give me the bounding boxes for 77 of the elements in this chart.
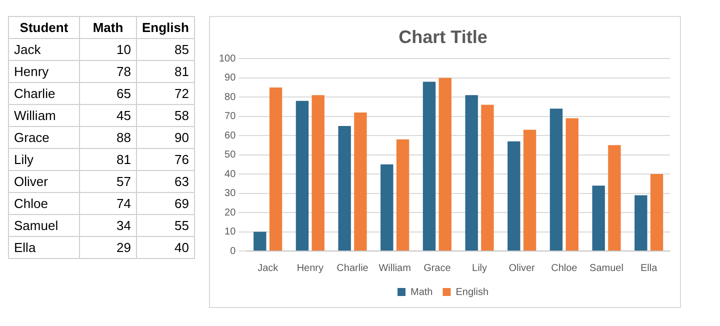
category-label: Chloe [8,192,80,214]
bar [312,95,324,250]
category-label: Charlie [8,82,80,104]
category-label: William [8,104,80,126]
data-label: 55 [136,214,194,236]
bar [338,126,351,250]
category-label: Grace [8,126,80,148]
bar [634,195,648,250]
data-label: 85 [136,38,194,60]
data-label: 90 [136,126,194,148]
data-label: 81 [80,148,136,170]
bar [422,82,436,250]
data-label: 57 [80,170,136,192]
data-label: 69 [136,192,194,214]
x-tick-label: Lily [472,262,487,274]
data-label: 72 [136,82,194,104]
text: Math [80,16,136,38]
bar [269,87,282,250]
x-tick-label: Samuel [590,262,624,274]
text: Student [8,16,80,38]
y-tick-label: 80 [224,92,236,103]
data-label: 29 [80,236,136,258]
data-label: 65 [80,82,136,104]
bar [608,145,621,250]
y-tick-label: 50 [224,150,236,161]
x-tick-label: Oliver [508,262,536,274]
legend-label: English [456,286,488,298]
x-tick-label: Jack [258,262,280,274]
y-tick-label: 20 [224,207,236,218]
x-tick-label: Charlie [336,262,369,274]
data-label: 74 [80,192,136,214]
category-label: Samuel [8,214,80,236]
y-tick-label: 40 [224,168,236,180]
bar [438,78,452,250]
x-tick-label: Ella [640,262,658,274]
y-tick-label: 60 [224,130,236,142]
bar [465,95,478,250]
bar [566,118,578,250]
category-label: Lily [8,148,80,170]
bar [650,174,664,250]
x-tick-label: Chloe [551,262,578,274]
data-label: 40 [136,236,194,258]
y-tick-label: 90 [224,72,236,84]
x-tick-label: Henry [296,262,324,274]
bar [254,232,266,250]
bar [592,186,605,250]
bar [523,130,536,250]
data-label: 63 [136,170,194,192]
data-label: 81 [136,60,194,82]
bar [396,139,410,250]
data-label: 34 [80,214,136,236]
legend-label: English [136,16,194,38]
bar [354,112,367,250]
y-tick-label: 70 [224,111,236,122]
y-tick-label: 0 [230,246,236,257]
x-tick-label: William [378,262,411,274]
legend-label: Math [410,286,433,298]
y-tick-label: 30 [224,188,236,200]
bar [380,164,394,250]
data-label: 58 [136,104,194,126]
data-label: 78 [80,60,136,82]
category-label: Henry [8,60,80,82]
y-tick-label: 10 [224,226,236,238]
data-label: 45 [80,104,136,126]
bar [550,108,563,250]
data-label: 88 [80,126,136,148]
y-tick-label: 100 [218,53,236,64]
bar [481,104,494,250]
data-label: 10 [80,38,136,60]
x-tick-label: Grace [424,262,452,274]
category-label: Jack [8,38,80,60]
bar [296,100,309,250]
chart-title: Chart Title [398,26,488,47]
data-label: 76 [136,148,194,170]
bar [508,141,520,250]
category-label: Oliver [8,170,80,192]
category-label: Ella [8,236,80,258]
